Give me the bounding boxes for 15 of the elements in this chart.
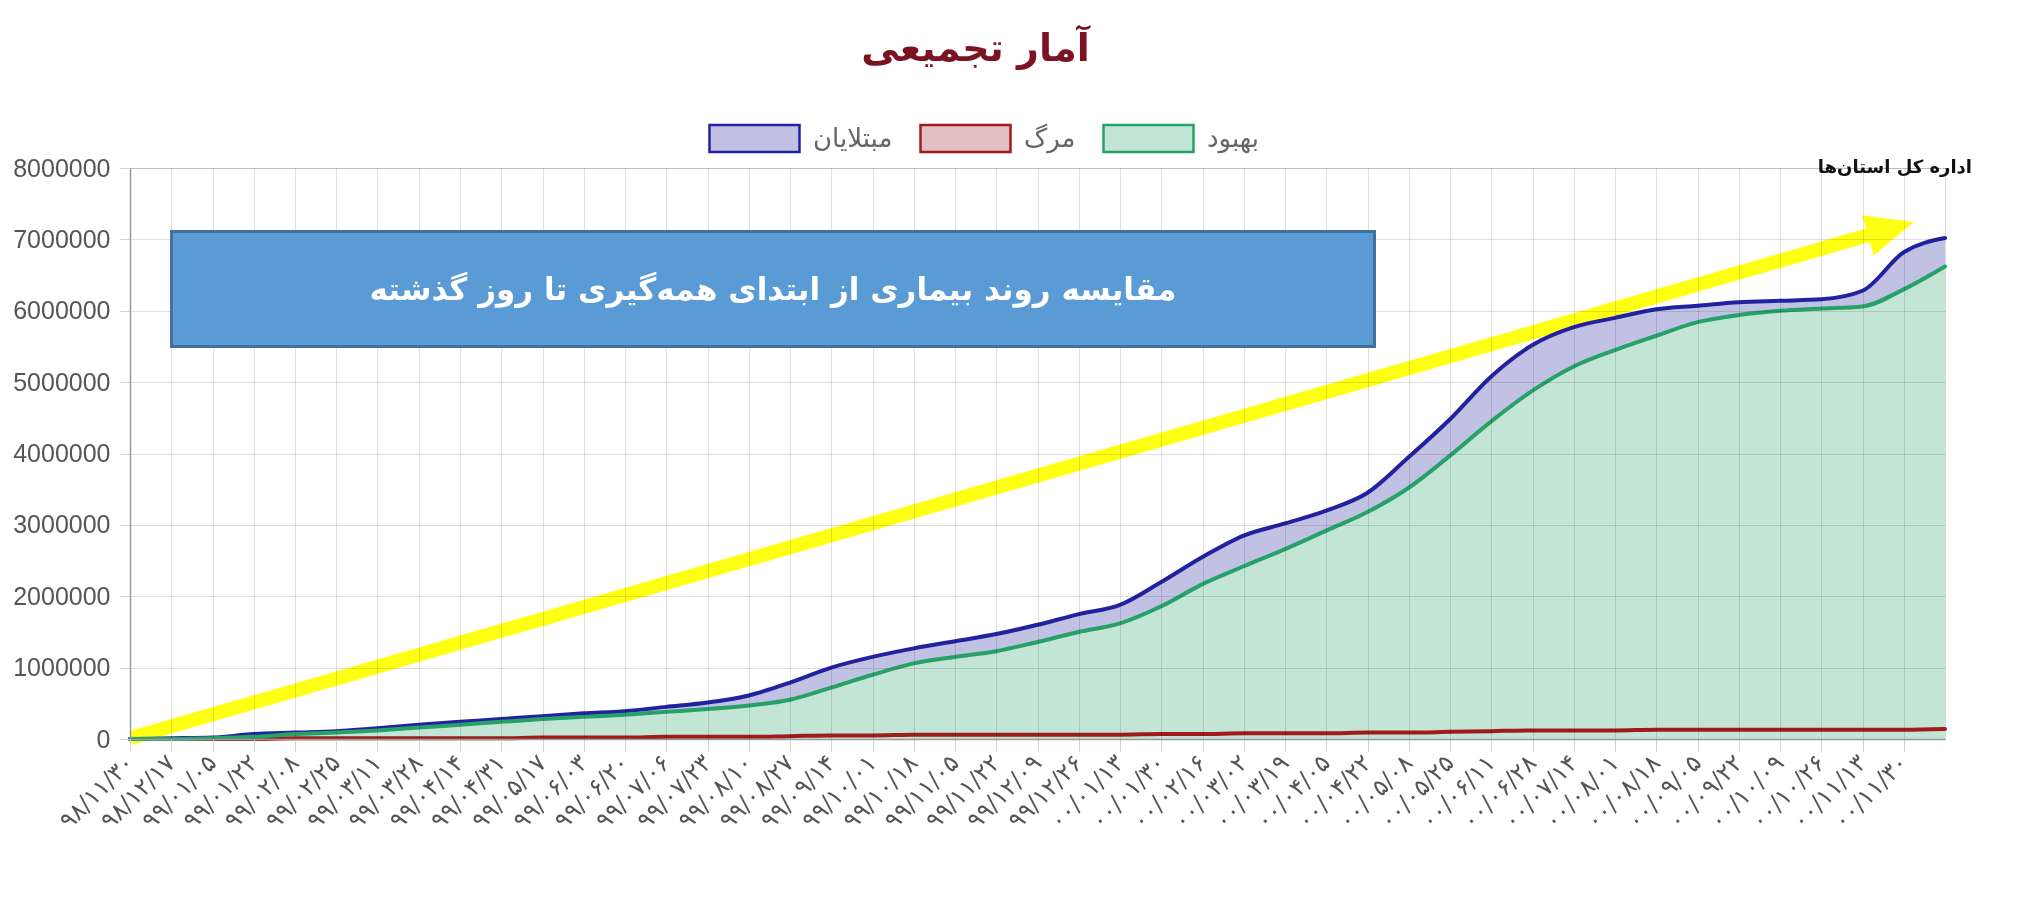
y-tick-label: 1000000	[13, 653, 111, 682]
y-tick-label: 0	[96, 724, 111, 753]
chart-title: آمار تجمیعی	[861, 24, 1091, 70]
y-tick-label: 3000000	[13, 510, 111, 539]
legend-label: مبتلایان	[813, 122, 893, 153]
legend-label: بهبود	[1207, 122, 1260, 154]
y-tick-label: 4000000	[13, 439, 111, 467]
y-tick-label: 8000000	[13, 153, 111, 182]
annotation: اداره کل استان‌ها	[1817, 155, 1972, 179]
y-tick-label: 5000000	[13, 367, 111, 396]
y-tick-label: 6000000	[13, 296, 111, 325]
y-tick-label: 7000000	[13, 224, 111, 253]
y-tick-label: 2000000	[13, 581, 111, 610]
annotation: مقایسه روند بیماری از ابتدای همه‌گیری تا روز گذشته	[369, 269, 1177, 310]
legend-label: مرگ	[1024, 122, 1076, 154]
